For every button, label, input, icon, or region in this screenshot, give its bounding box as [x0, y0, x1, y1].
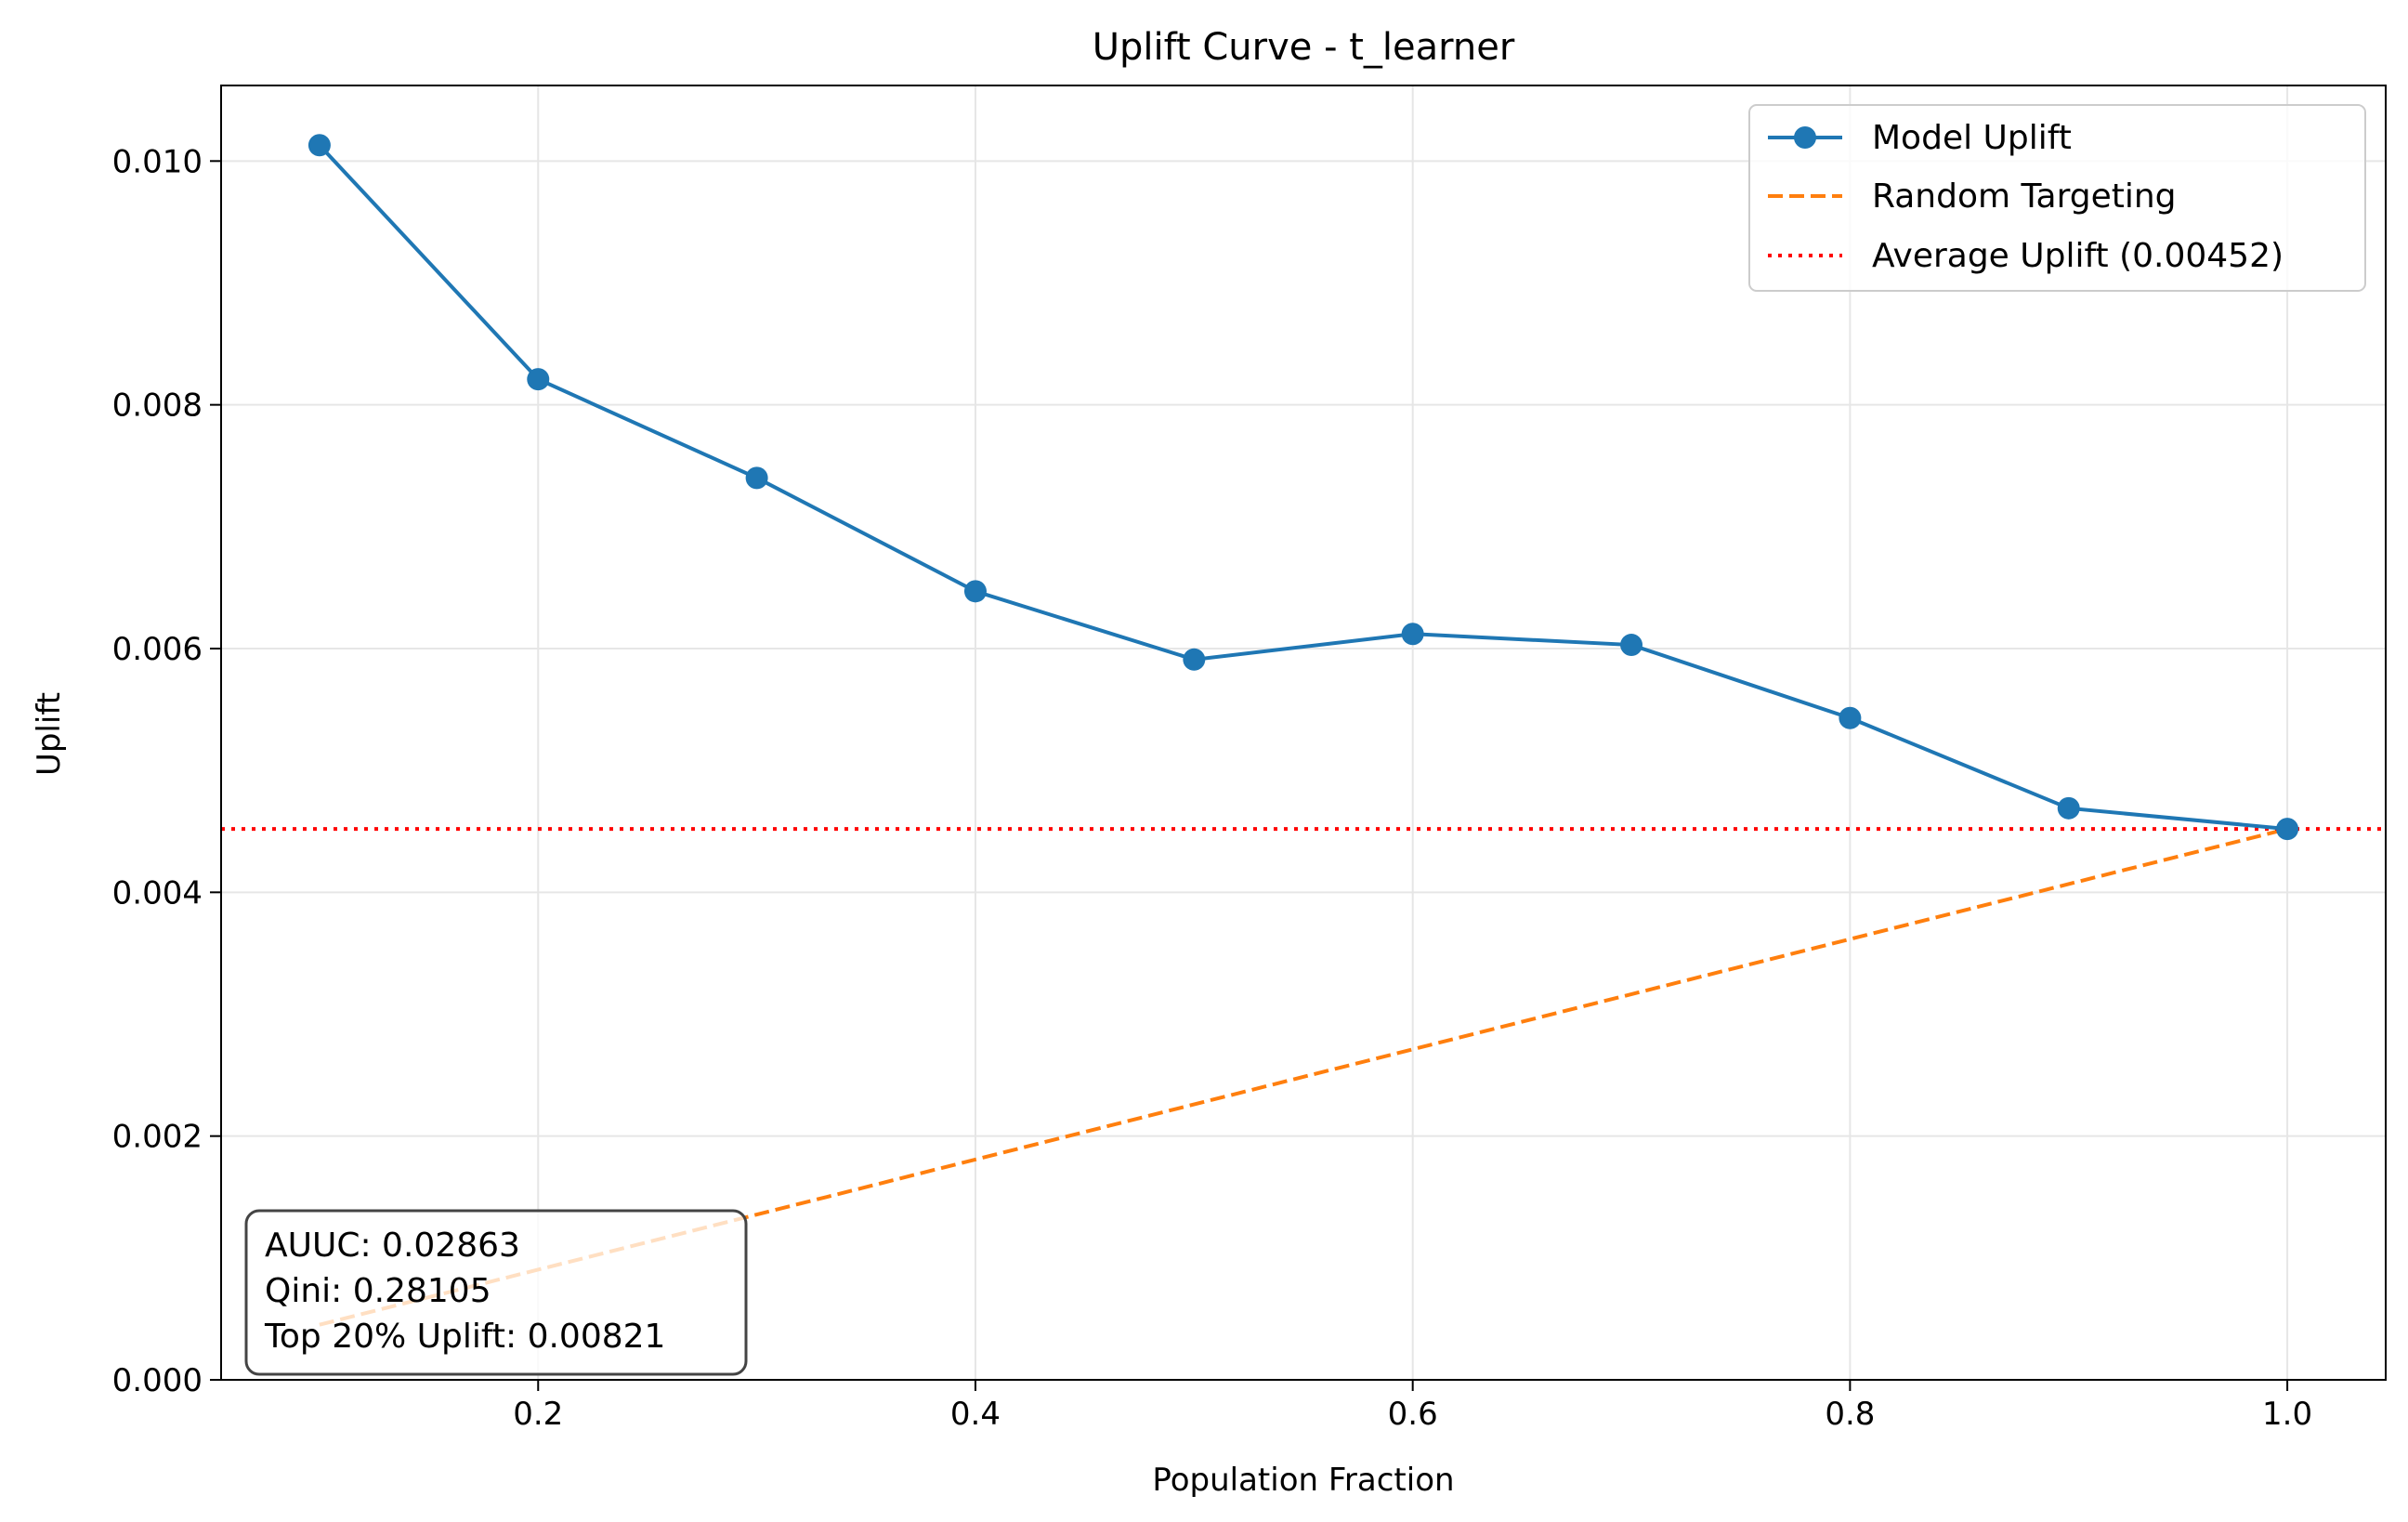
legend-box	[1748, 104, 2366, 292]
annotation-auuc: AUUC: 0.02863	[265, 1227, 520, 1265]
annotation-box	[244, 1209, 748, 1376]
model-uplift-point	[1401, 623, 1424, 646]
annotation-top20: Top 20% Uplift: 0.00821	[264, 1318, 665, 1356]
plot-frame	[220, 85, 2387, 1381]
x-tick-label: 0.6	[1388, 1396, 1438, 1433]
y-tick-label: 0.004	[112, 874, 203, 912]
legend-marker-model-uplift	[1794, 126, 1816, 149]
model-uplift-point	[2057, 796, 2080, 820]
model-uplift-point	[1620, 634, 1643, 657]
model-uplift-point	[1839, 706, 1862, 729]
legend: Model Uplift Random Targeting Average Up…	[1748, 104, 2366, 292]
series-layer	[221, 134, 2386, 1327]
model-uplift-point	[527, 368, 550, 391]
plot-area	[221, 134, 2386, 1327]
legend-label-random-targeting: Random Targeting	[1872, 177, 2177, 216]
x-tick-label: 0.2	[513, 1396, 563, 1433]
y-tick-label: 0.006	[112, 631, 203, 668]
y-tick-label: 0.008	[112, 387, 203, 425]
y-tick-label: 0.000	[112, 1362, 203, 1399]
y-tick-label: 0.010	[112, 143, 203, 180]
model-uplift-point	[745, 466, 768, 490]
model-uplift-line	[318, 143, 2288, 832]
y-axis-label: Uplift	[31, 692, 68, 776]
x-axis: 0.2 0.4 0.6 0.8 1.0	[513, 1380, 2312, 1433]
annotation-qini: Qini: 0.28105	[265, 1272, 491, 1310]
chart-title: Uplift Curve - t_learner	[1093, 26, 1515, 69]
model-uplift-point	[308, 134, 331, 157]
model-uplift-point	[963, 580, 987, 603]
model-uplift-point	[1183, 648, 1206, 671]
y-tick-label: 0.002	[112, 1119, 203, 1156]
metrics-annotation: AUUC: 0.02863 Qini: 0.28105 Top 20% Upli…	[244, 1209, 748, 1376]
x-axis-label: Population Fraction	[1152, 1462, 1454, 1499]
x-tick-label: 1.0	[2262, 1396, 2312, 1433]
model-uplift-point	[2276, 818, 2299, 841]
x-tick-label: 0.4	[950, 1396, 1001, 1433]
random-targeting-line	[319, 827, 2288, 1327]
y-axis: 0.000 0.002 0.004 0.006 0.008 0.010	[112, 143, 221, 1399]
x-tick-label: 0.8	[1825, 1396, 1875, 1433]
legend-label-average-uplift: Average Uplift (0.00452)	[1872, 237, 2284, 275]
legend-label-model-uplift: Model Uplift	[1872, 119, 2072, 157]
